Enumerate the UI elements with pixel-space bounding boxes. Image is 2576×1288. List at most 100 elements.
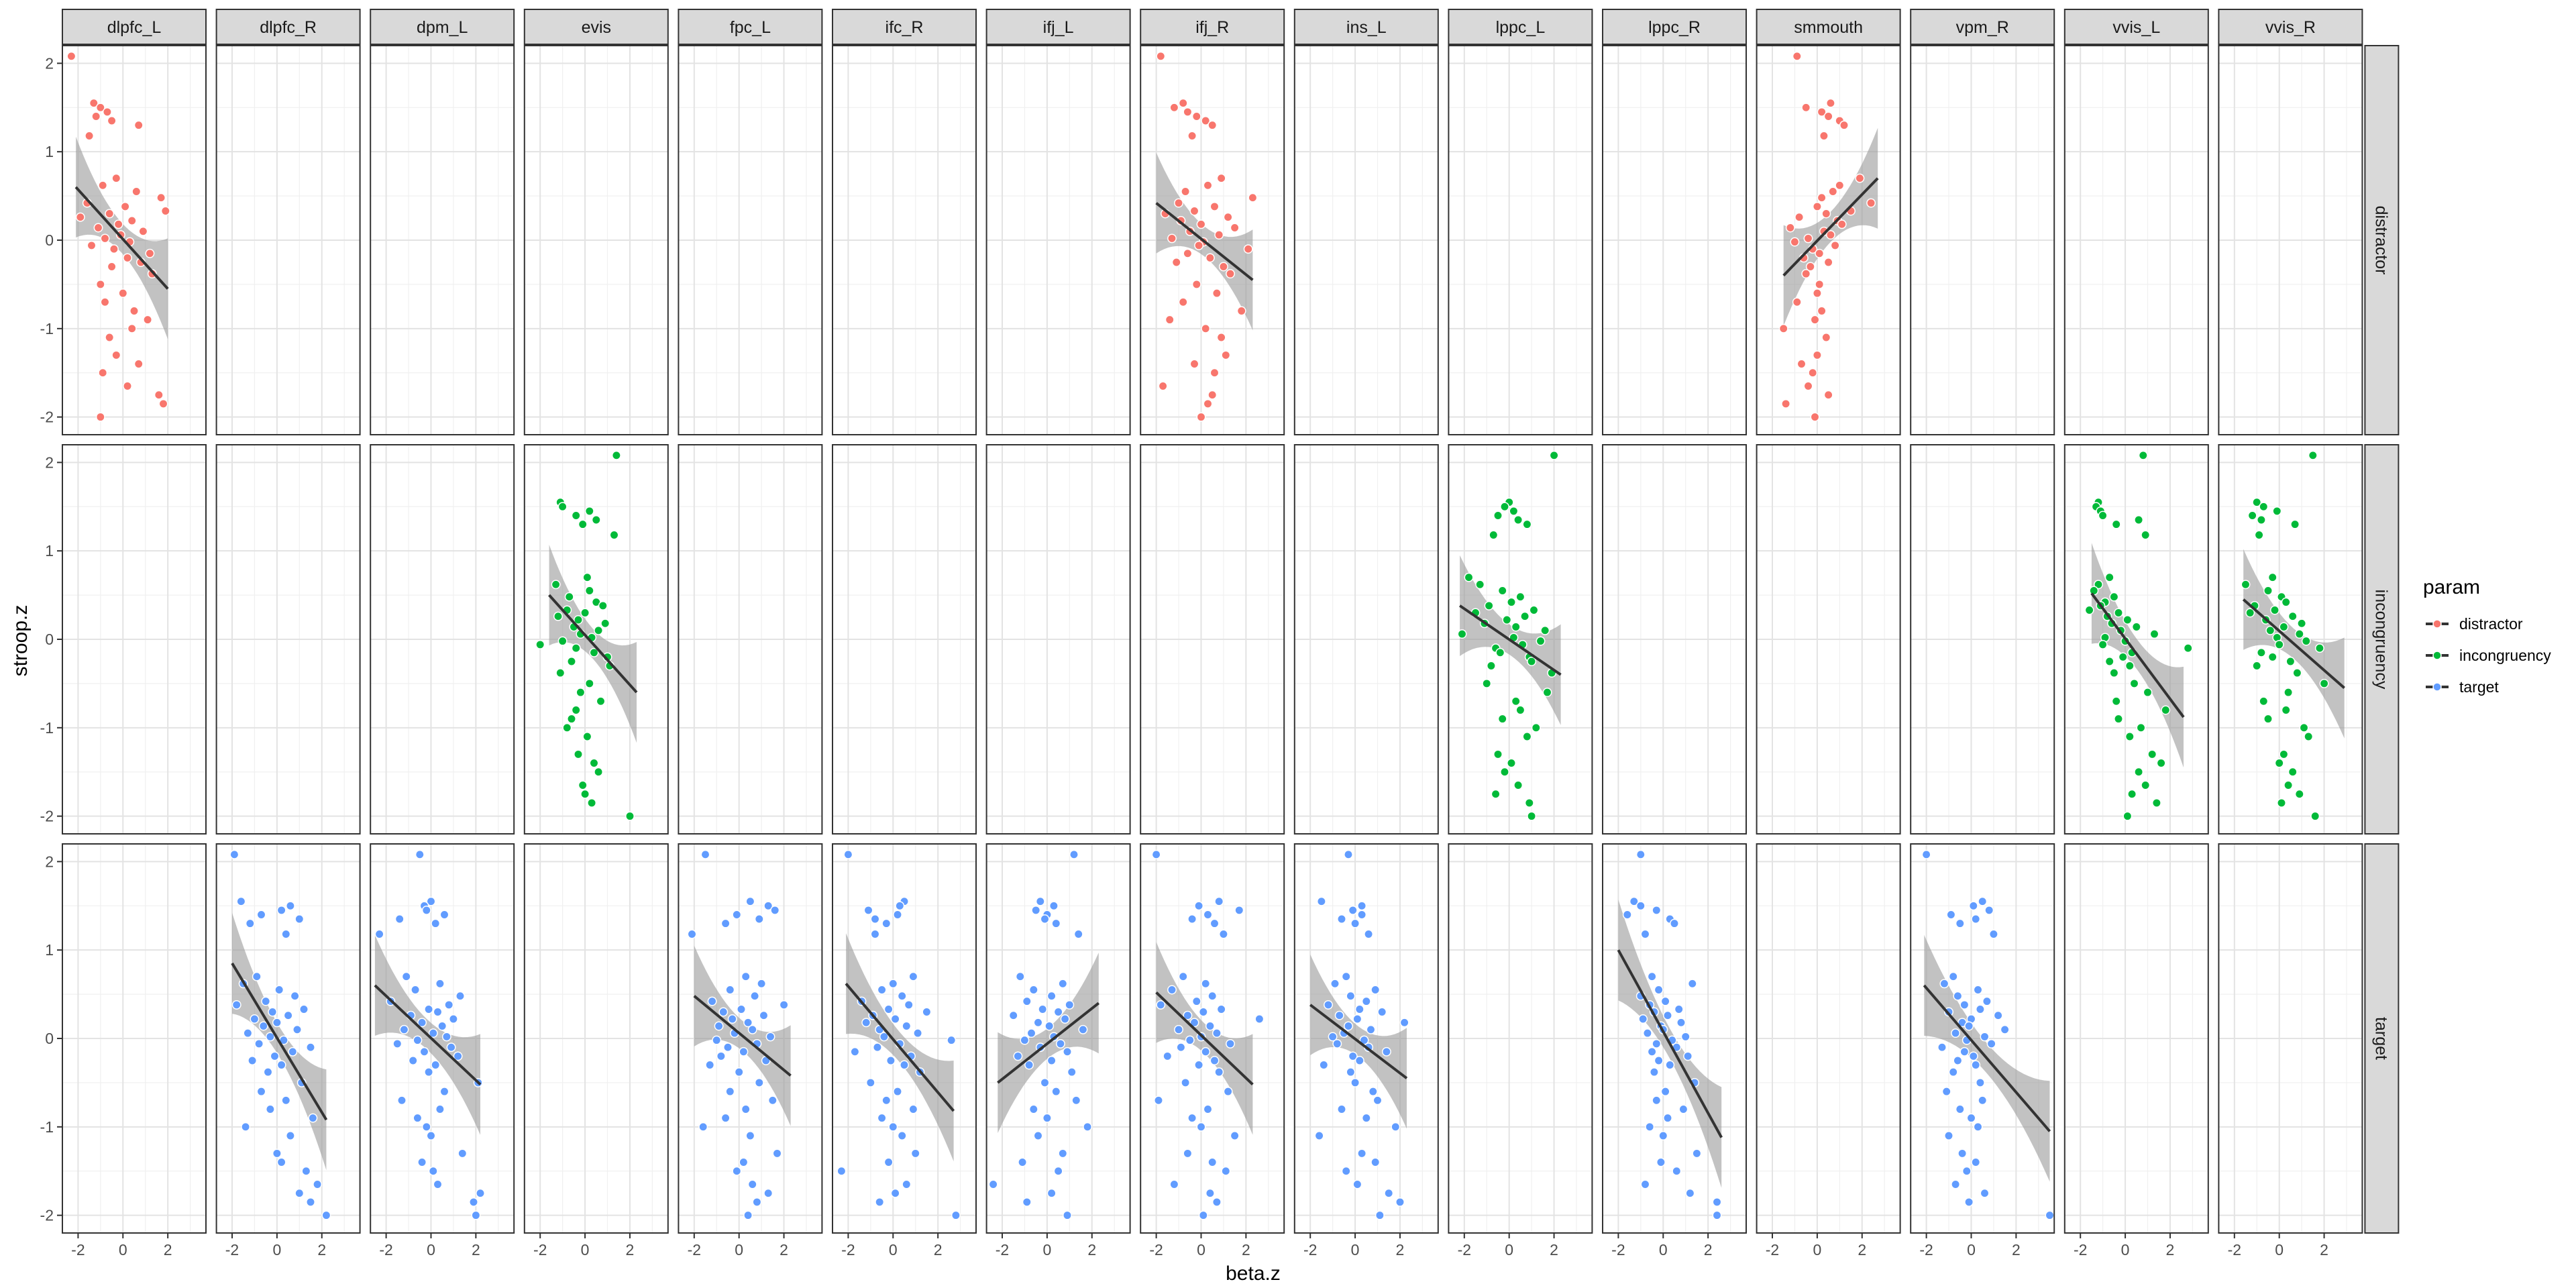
data-point	[1536, 636, 1546, 646]
data-point	[723, 1042, 733, 1053]
panel-distractor-vvis_R	[2218, 46, 2363, 435]
data-point	[1957, 1148, 1968, 1159]
x-tick-label: 0	[1967, 1241, 1976, 1258]
panel-incongruency-ifc_R	[833, 445, 976, 834]
data-point	[98, 180, 108, 191]
data-point	[779, 1000, 789, 1010]
data-point	[1837, 219, 1847, 229]
panel-incongruency-ifj_R	[1140, 445, 1285, 834]
data-point	[591, 515, 601, 525]
data-point	[455, 991, 465, 1001]
data-point	[431, 918, 441, 928]
data-point	[1176, 1042, 1186, 1053]
legend-title: param	[2423, 576, 2480, 598]
column-strip-label: vpm_R	[1956, 18, 2009, 37]
series-distractor-smmouth	[1778, 51, 1879, 422]
data-point	[875, 1197, 885, 1207]
x-tick-label: 2	[164, 1241, 172, 1258]
data-point	[1399, 1018, 1409, 1028]
fit-line	[1923, 984, 2051, 1132]
column-strip	[832, 9, 977, 45]
data-point	[1156, 51, 1166, 61]
data-point	[1194, 240, 1204, 250]
series-target-dlpfc_R	[229, 849, 331, 1220]
data-point	[1941, 1087, 1951, 1097]
data-point	[1189, 206, 1199, 216]
data-point	[2256, 647, 2266, 657]
data-point	[2151, 798, 2161, 808]
data-point	[1058, 979, 1068, 989]
data-point	[902, 1179, 912, 1189]
data-point	[739, 1046, 749, 1057]
y-tick-label: -2	[40, 808, 54, 825]
data-point	[231, 1000, 241, 1010]
data-point	[1486, 661, 1496, 671]
data-point	[2147, 749, 2157, 759]
data-point	[274, 985, 284, 995]
data-point	[1319, 1060, 1329, 1070]
y-tick-label: -2	[40, 1207, 54, 1224]
data-point	[1033, 1018, 1043, 1028]
panel-incongruency-dlpfc_R	[216, 445, 360, 834]
panel-border	[1602, 843, 1747, 1234]
column-strip	[215, 9, 361, 45]
legend-entry-distractor: distractor	[2426, 615, 2523, 633]
data-point	[2156, 758, 2166, 768]
data-point	[754, 1077, 764, 1087]
data-point	[441, 1032, 451, 1042]
data-point	[428, 1028, 438, 1038]
data-point	[745, 896, 755, 906]
data-point	[113, 219, 123, 229]
data-point	[1377, 1007, 1387, 1017]
data-point	[1167, 985, 1177, 995]
y-tick-label: -1	[40, 719, 54, 737]
column-strip	[985, 9, 1131, 45]
x-tick-label: 0	[1813, 1241, 1821, 1258]
data-point	[747, 1024, 757, 1034]
data-point	[2149, 629, 2159, 639]
data-point	[1712, 1197, 1722, 1207]
data-point	[1328, 1032, 1338, 1042]
series-target-lppc_R	[1617, 849, 1723, 1220]
data-point	[2277, 798, 2286, 808]
data-point	[2263, 586, 2273, 596]
data-point	[1978, 896, 1988, 906]
data-point	[133, 359, 144, 369]
data-point	[1196, 1122, 1206, 1132]
data-point	[1993, 1010, 2003, 1020]
column-strip-label: ins_L	[1346, 18, 1387, 37]
data-point	[2245, 608, 2255, 618]
column-strip	[1140, 9, 1285, 45]
data-point	[1975, 1004, 1985, 1014]
column-strip	[1602, 9, 1747, 45]
data-point	[1658, 1131, 1668, 1140]
x-axis-title-group: beta.z	[1226, 1263, 1281, 1285]
y-tick-label: 0	[45, 231, 54, 249]
data-point	[1457, 629, 1467, 639]
data-point	[95, 103, 105, 113]
data-point	[1828, 186, 1838, 197]
data-point	[1201, 1046, 1211, 1057]
data-point	[1024, 1060, 1034, 1070]
data-point	[158, 398, 168, 409]
panel-incongruency-dlpfc_L	[62, 445, 206, 834]
data-point	[1154, 1095, 1163, 1106]
data-point	[2288, 767, 2298, 777]
data-point	[770, 905, 780, 915]
data-point	[2111, 519, 2121, 529]
data-point	[1652, 905, 1662, 915]
data-point	[1381, 1046, 1391, 1057]
data-point	[1375, 1210, 1385, 1220]
data-point	[555, 668, 566, 678]
data-point	[564, 592, 574, 602]
data-point	[308, 1113, 318, 1123]
row-strip	[2364, 45, 2400, 435]
data-point	[397, 1095, 407, 1106]
data-point	[596, 696, 606, 706]
data-point	[743, 1210, 753, 1220]
data-point	[1216, 1004, 1226, 1014]
data-point	[1685, 1188, 1695, 1198]
data-point	[716, 1051, 726, 1061]
data-point	[290, 991, 300, 1001]
data-point	[2279, 622, 2289, 632]
